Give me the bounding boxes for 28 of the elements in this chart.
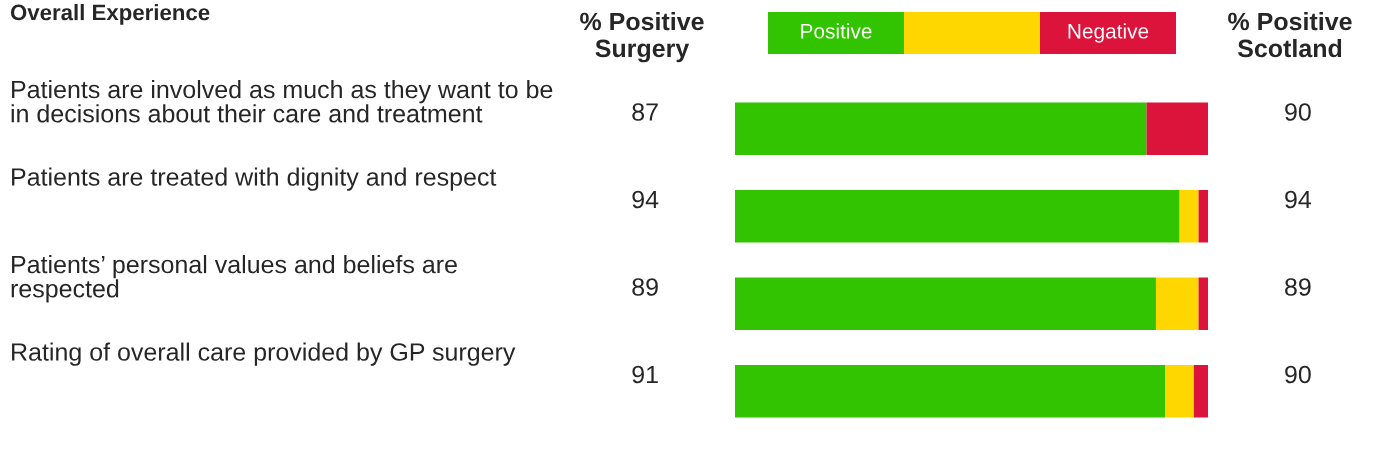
- bar: [1146, 102, 1208, 155]
- text: % Positive Surgery: [580, 12, 704, 63]
- y-tick-label: Rating of overall care provided by GP surgery: [12, 342, 516, 366]
- data-label: 94: [632, 190, 659, 209]
- text: Negative: [1068, 23, 1149, 43]
- bar: [1198, 277, 1208, 330]
- data-label: 91: [632, 365, 658, 384]
- text: Positive: [801, 23, 872, 39]
- text: 89: [1285, 278, 1311, 296]
- text: % Positive Scotland: [1228, 12, 1352, 58]
- text: 90: [1285, 365, 1311, 384]
- y-tick-label: Patients are treated with dignity and respect: [12, 167, 497, 191]
- bar: [735, 365, 1166, 418]
- bar: [1179, 190, 1199, 243]
- y-tick-label: Patients are involved as much as they want to be in decisions about their care and treatment: [11, 80, 553, 123]
- bar: [1155, 277, 1199, 330]
- bar: [1193, 365, 1208, 418]
- data-label: 89: [632, 278, 658, 296]
- data-label: 87: [632, 103, 658, 121]
- bar: [1165, 365, 1194, 418]
- bar: [735, 277, 1156, 330]
- text: Overall Experience: [10, 4, 210, 25]
- bar: [735, 102, 1147, 155]
- bar: [1198, 190, 1208, 243]
- bar: [735, 190, 1180, 243]
- text: 90: [1285, 103, 1311, 121]
- y-tick-label: Patients’ personal values and beliefs are respected: [11, 255, 457, 303]
- text: 94: [1285, 190, 1312, 209]
